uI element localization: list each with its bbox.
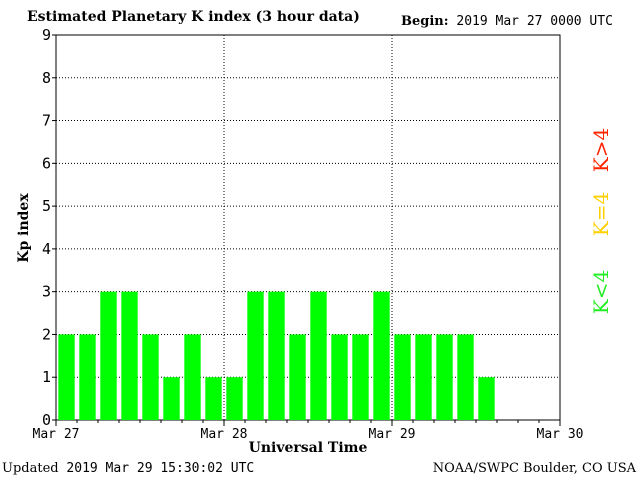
x-tick-label: Mar 27 [33,427,80,442]
legend-k-less-4: K<4 [589,269,613,315]
kp-bar [79,334,96,420]
kp-bar [373,291,390,420]
y-tick-label: 9 [42,26,51,44]
updated-label: Updated [2,461,59,476]
kp-bar [331,334,348,420]
kp-bar [268,291,285,420]
y-tick-label: 0 [42,411,51,429]
kp-bar [121,291,138,420]
kp-bar [478,377,495,420]
y-tick-label: 2 [42,325,51,343]
chart-title: Estimated Planetary K index (3 hour data… [27,9,360,25]
kp-bar [457,334,474,420]
kp-bar [163,377,180,420]
updated-timestamp: Updated 2019 Mar 29 15:30:02 UTC [2,461,254,476]
kp-bar [247,291,264,420]
y-tick-label: 1 [42,368,51,386]
kp-bar [226,377,243,420]
kp-bar [352,334,369,420]
y-tick-label: 3 [42,283,51,301]
x-tick-label: Mar 29 [369,427,416,442]
begin-value: 2019 Mar 27 0000 UTC [456,14,613,29]
y-tick-label: 8 [42,69,51,87]
kp-bar [100,291,117,420]
kp-bar [205,377,222,420]
kp-bar [436,334,453,420]
kp-bar [184,334,201,420]
y-tick-label: 4 [42,240,51,258]
kp-bar [310,291,327,420]
credit-text: NOAA/SWPC Boulder, CO USA [432,461,636,476]
begin-label: Begin: [401,14,449,29]
legend-k-equal-4: K=4 [589,191,613,237]
kp-bar [142,334,159,420]
y-tick-label: 6 [42,154,51,172]
updated-value: 2019 Mar 29 15:30:02 UTC [66,461,255,476]
x-axis-label: Universal Time [248,440,368,456]
y-axis-label: Kp index [16,193,32,263]
y-tick-label: 7 [42,112,51,130]
begin-timestamp: Begin: 2019 Mar 27 0000 UTC [401,14,613,29]
x-tick-label: Mar 30 [537,427,584,442]
kp-bar [289,334,306,420]
kp-bar [394,334,411,420]
x-tick-label: Mar 28 [201,427,248,442]
kp-bar [415,334,432,420]
legend-k-greater-4: K>4 [589,127,613,173]
y-tick-label: 5 [42,197,51,215]
kp-bar [58,334,75,420]
